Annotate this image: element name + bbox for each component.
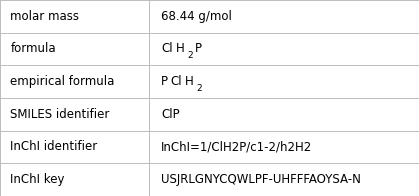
Text: P: P — [195, 43, 202, 55]
Text: molar mass: molar mass — [10, 10, 80, 23]
Text: H: H — [185, 75, 194, 88]
Text: InChI identifier: InChI identifier — [10, 141, 98, 153]
Text: InChI=1/ClH2P/c1-2/h2H2: InChI=1/ClH2P/c1-2/h2H2 — [161, 141, 313, 153]
Text: InChI key: InChI key — [10, 173, 65, 186]
Text: H: H — [176, 43, 185, 55]
Text: P: P — [161, 75, 168, 88]
Text: Cl: Cl — [171, 75, 182, 88]
Text: 68.44 g/mol: 68.44 g/mol — [161, 10, 232, 23]
Text: formula: formula — [10, 43, 56, 55]
Text: SMILES identifier: SMILES identifier — [10, 108, 110, 121]
Text: ClP: ClP — [161, 108, 180, 121]
Text: USJRLGNYCQWLPF-UHFFFAOYSA-N: USJRLGNYCQWLPF-UHFFFAOYSA-N — [161, 173, 361, 186]
Text: Cl: Cl — [161, 43, 173, 55]
Text: 2: 2 — [188, 51, 193, 60]
Text: empirical formula: empirical formula — [10, 75, 115, 88]
Text: 2: 2 — [197, 84, 202, 93]
